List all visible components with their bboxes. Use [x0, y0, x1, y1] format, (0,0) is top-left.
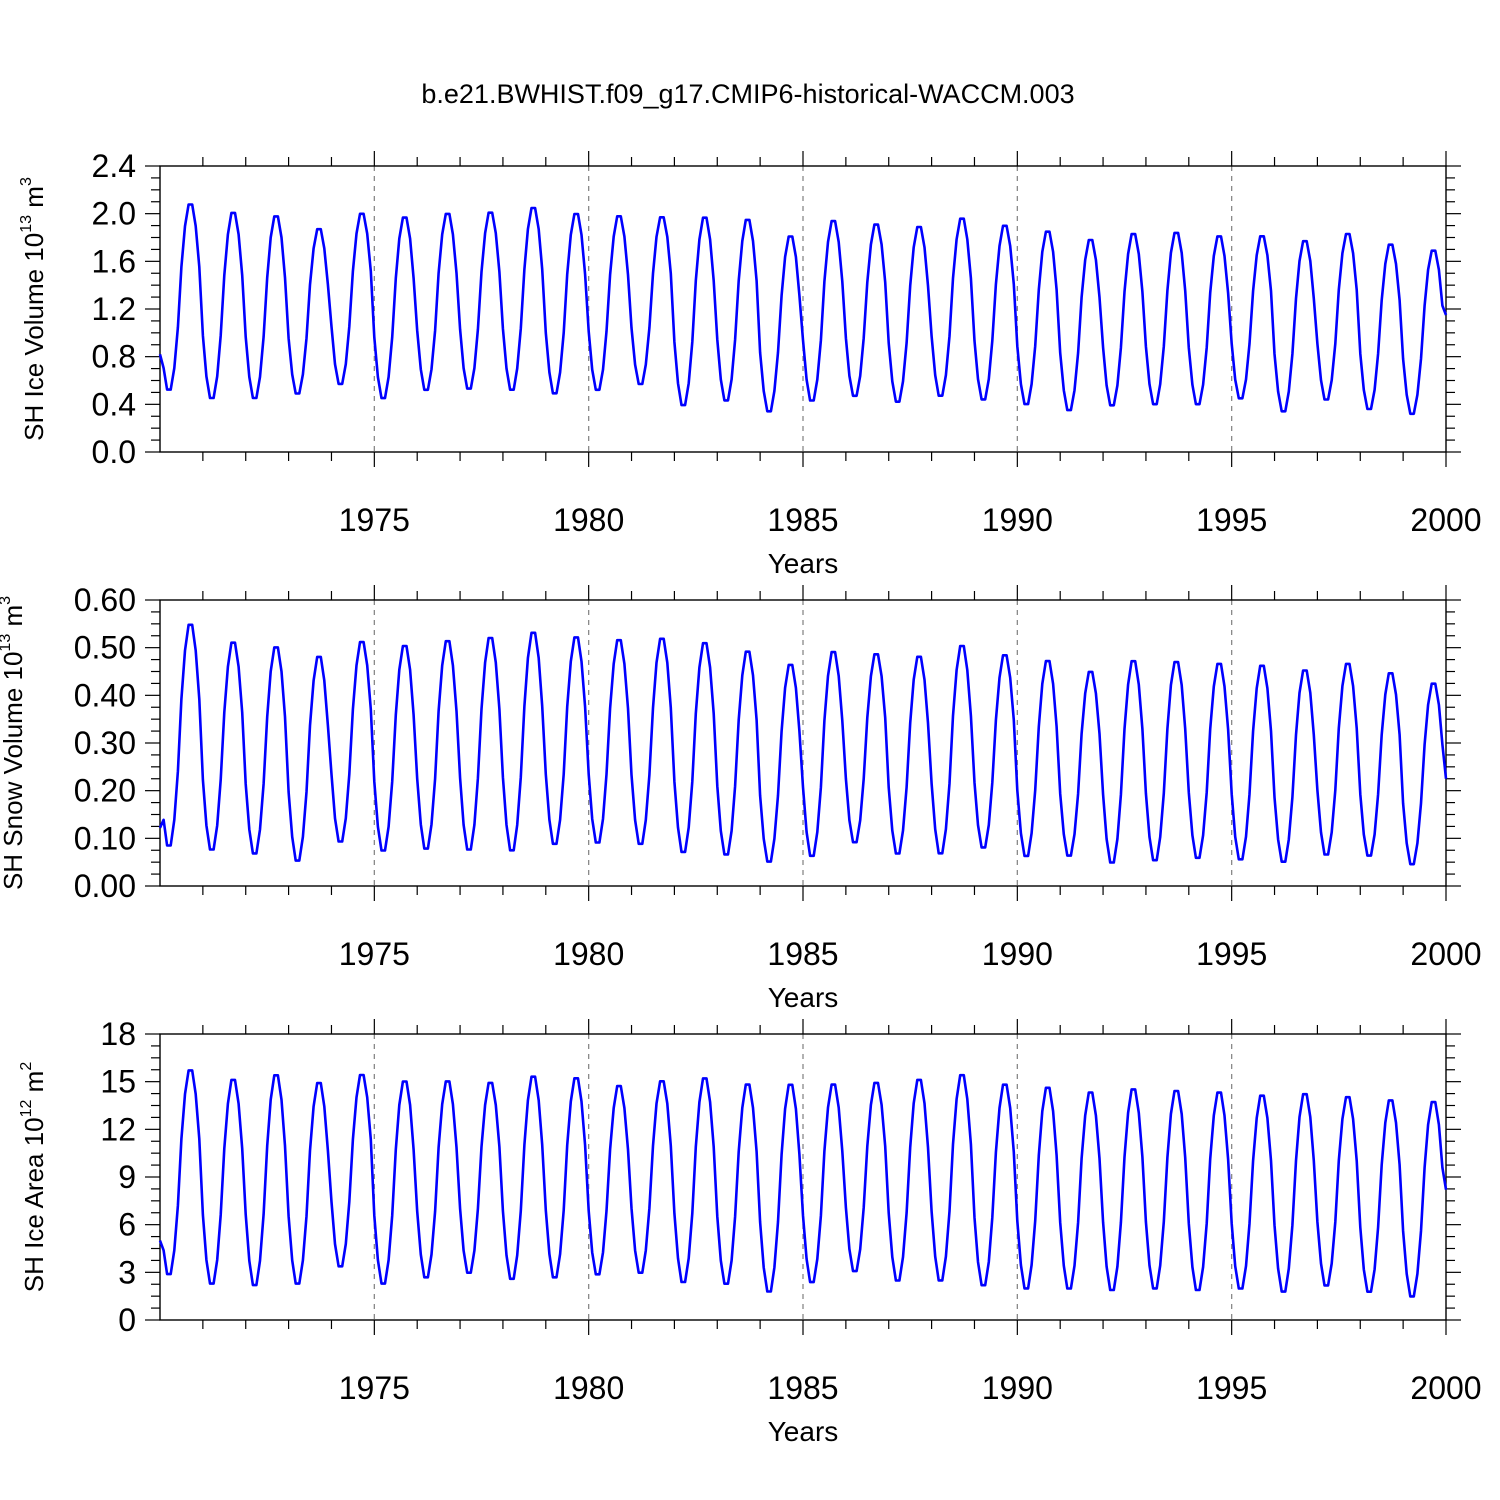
x-tick-label: 1985	[767, 936, 838, 972]
y-tick-label: 3	[118, 1254, 136, 1290]
series-line	[158, 203, 1448, 416]
x-tick-label: 1990	[982, 502, 1053, 538]
y-tick-label: 0.30	[74, 725, 136, 761]
y-tick-label: 6	[118, 1207, 136, 1243]
y-axis-label: SH Ice Volume 1013 m3	[18, 177, 49, 441]
y-tick-label: 2.4	[92, 148, 136, 184]
x-tick-label: 1975	[339, 502, 410, 538]
x-axis-label: Years	[768, 982, 839, 1013]
x-tick-label: 1975	[339, 936, 410, 972]
series-line	[158, 1069, 1448, 1298]
chart-title: b.e21.BWHIST.f09_g17.CMIP6-historical-WA…	[421, 79, 1074, 109]
y-tick-label: 0.20	[74, 773, 136, 809]
x-tick-label: 2000	[1410, 502, 1481, 538]
panel-2: 1975 1980 1985 1990 1995 2000 Years 0.00 0.10 0.2…	[0, 582, 1482, 1013]
x-tick-label: 1990	[982, 936, 1053, 972]
y-tick-label: 0.8	[92, 339, 136, 375]
x-tick-label: 2000	[1410, 936, 1481, 972]
x-tick-label: 1980	[553, 502, 624, 538]
y-tick-label: 2.0	[92, 196, 136, 232]
y-tick-label: 0.40	[74, 677, 136, 713]
y-tick-label: 9	[118, 1159, 136, 1195]
panel-3: 1975 1980 1985 1990 1995 2000 Years 0 3 6 9 12 15 18 S…	[18, 1016, 1482, 1447]
y-tick-label: 1.2	[92, 291, 136, 327]
y-tick-label: 0.4	[92, 386, 136, 422]
x-tick-label: 1980	[553, 1370, 624, 1406]
x-tick-label: 1990	[982, 1370, 1053, 1406]
x-tick-label: 1985	[767, 502, 838, 538]
x-axis-label: Years	[768, 1416, 839, 1447]
x-tick-label: 1995	[1196, 1370, 1267, 1406]
y-tick-label: 1.6	[92, 243, 136, 279]
series-line	[158, 623, 1448, 866]
y-axis-label: SH Snow Volume 1013 m3	[0, 596, 28, 890]
x-tick-label: 1995	[1196, 502, 1267, 538]
y-tick-label: 0.60	[74, 582, 136, 618]
y-tick-label: 12	[100, 1111, 136, 1147]
x-tick-label: 1980	[553, 936, 624, 972]
y-tick-label: 0.50	[74, 630, 136, 666]
y-tick-label: 15	[100, 1064, 136, 1100]
x-tick-label: 1975	[339, 1370, 410, 1406]
panel-1: 1975 1980 1985 1990 1995 2000 Years 0.0 0.4 0.8 1.…	[18, 148, 1482, 579]
y-tick-label: 0.00	[74, 868, 136, 904]
y-tick-label: 0	[118, 1302, 136, 1338]
x-axis-label: Years	[768, 548, 839, 579]
y-axis-label: SH Ice Area 1012 m2	[18, 1062, 49, 1293]
y-tick-label: 0.0	[92, 434, 136, 470]
x-tick-label: 1995	[1196, 936, 1267, 972]
y-tick-label: 0.10	[74, 820, 136, 856]
y-tick-label: 18	[100, 1016, 136, 1052]
x-tick-label: 1985	[767, 1370, 838, 1406]
x-tick-label: 2000	[1410, 1370, 1481, 1406]
